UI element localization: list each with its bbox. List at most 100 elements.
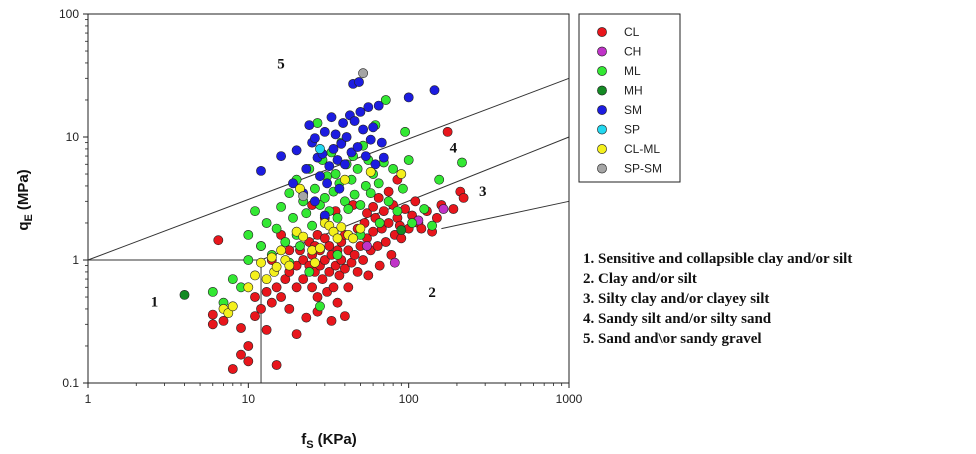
data-point-sm bbox=[315, 171, 325, 182]
y-axis-title: qE (MPa) bbox=[15, 169, 35, 230]
data-point-cl bbox=[396, 233, 407, 244]
data-point-sm bbox=[352, 142, 363, 152]
data-point-cl bbox=[284, 303, 295, 314]
data-point-cl-ml bbox=[309, 257, 320, 268]
legend-box bbox=[578, 13, 681, 183]
data-point-sm bbox=[334, 183, 345, 194]
data-point-ml bbox=[355, 200, 366, 210]
data-point-ml bbox=[312, 118, 323, 128]
data-point-ml bbox=[360, 180, 371, 191]
data-point-cl bbox=[207, 319, 218, 330]
data-point-ml bbox=[315, 301, 325, 312]
data-point-sm bbox=[368, 122, 378, 133]
data-point-ml bbox=[457, 157, 467, 168]
data-point-sm bbox=[339, 159, 350, 170]
data-point-cl bbox=[307, 282, 317, 293]
data-point-cl-ml bbox=[291, 226, 302, 237]
data-point-cl bbox=[291, 282, 302, 293]
legend-marker-sp-sm bbox=[597, 163, 607, 174]
data-point-cl-ml bbox=[339, 174, 350, 185]
data-point-cl bbox=[343, 282, 354, 293]
data-point-cl bbox=[326, 315, 337, 326]
data-point-ml bbox=[343, 204, 354, 214]
data-point-ml bbox=[319, 192, 330, 203]
data-point-sm bbox=[355, 107, 366, 117]
zone-label-5: 5 bbox=[277, 57, 285, 73]
data-point-sm bbox=[301, 163, 312, 174]
data-point-sm bbox=[429, 85, 440, 96]
legend-label-sp-sm: SP-SM bbox=[624, 162, 662, 176]
data-point-cl bbox=[368, 226, 378, 237]
data-point-cl bbox=[236, 349, 246, 360]
data-point-sp-sm bbox=[358, 68, 368, 79]
data-point-ml bbox=[256, 241, 266, 251]
legend-marker-mh bbox=[597, 85, 607, 96]
data-point-ml bbox=[434, 174, 445, 185]
data-point-cl bbox=[207, 309, 218, 320]
data-point-cl bbox=[363, 270, 374, 281]
data-point-ml bbox=[280, 237, 291, 247]
y-axis-label-subscript: E bbox=[23, 214, 35, 221]
data-point-ch bbox=[389, 257, 400, 268]
zone-label-3: 3 bbox=[479, 184, 487, 200]
data-point-ml bbox=[227, 274, 238, 284]
data-point-cl bbox=[378, 206, 389, 216]
data-point-ch bbox=[438, 204, 449, 214]
y-axis-unit: (MPa) bbox=[15, 169, 32, 210]
data-point-cl bbox=[373, 192, 384, 203]
data-point-sm bbox=[319, 126, 330, 137]
zone-label-4: 4 bbox=[450, 140, 458, 156]
data-point-sm bbox=[373, 100, 384, 111]
legend-label-cl-ml: CL-ML bbox=[624, 142, 660, 156]
data-point-ml bbox=[261, 218, 272, 228]
data-point-cl bbox=[236, 323, 246, 333]
data-point-sm bbox=[365, 134, 376, 145]
data-point-ml bbox=[309, 183, 320, 194]
data-point-sm bbox=[336, 138, 347, 149]
data-point-cl bbox=[431, 212, 442, 223]
legend-label-mh: MH bbox=[624, 84, 643, 98]
x-tick-label: 1 bbox=[85, 392, 92, 406]
data-point-ml bbox=[332, 249, 343, 260]
plot-frame bbox=[87, 13, 570, 384]
y-tick-label: 10 bbox=[66, 130, 80, 144]
data-point-cl bbox=[358, 255, 368, 265]
data-point-cl bbox=[332, 297, 343, 308]
data-point-sm bbox=[376, 137, 387, 148]
data-point-cl bbox=[271, 360, 282, 370]
data-point-ml bbox=[330, 169, 341, 179]
data-point-cl bbox=[243, 341, 254, 351]
data-point-cl bbox=[324, 241, 335, 251]
data-point-sm bbox=[330, 129, 341, 140]
data-point-sm bbox=[309, 196, 320, 207]
data-point-cl bbox=[383, 218, 394, 228]
data-point-sm bbox=[360, 151, 371, 161]
y-tick-label: 0.1 bbox=[62, 376, 79, 390]
legend-label-cl: CL bbox=[624, 25, 640, 39]
data-point-cl-ml bbox=[315, 243, 325, 253]
data-point-cl bbox=[218, 315, 229, 326]
data-point-sm bbox=[304, 120, 315, 130]
legend-marker-ch bbox=[597, 46, 607, 57]
data-point-cl bbox=[416, 223, 427, 234]
data-point-ml bbox=[250, 206, 260, 216]
legend-label-ch: CH bbox=[624, 45, 641, 59]
data-point-sm bbox=[328, 143, 339, 154]
x-axis-title: fS (KPa) bbox=[301, 431, 357, 451]
legend-marker-ml bbox=[597, 66, 607, 76]
x-tick-label: 10 bbox=[242, 392, 256, 406]
data-point-cl-ml bbox=[266, 252, 277, 263]
data-point-cl-ml bbox=[396, 169, 407, 179]
data-point-ml bbox=[427, 220, 437, 231]
data-point-cl bbox=[380, 237, 391, 247]
data-point-ml bbox=[380, 95, 391, 105]
data-point-cl-ml bbox=[284, 260, 295, 271]
data-point-ml bbox=[276, 201, 286, 212]
zone-definitions: 1. Sensitive and collapsible clay and/or… bbox=[583, 249, 852, 349]
data-point-ml bbox=[284, 188, 295, 198]
data-point-cl bbox=[276, 292, 286, 302]
legend-marker-sm bbox=[597, 105, 607, 115]
data-point-cl bbox=[213, 235, 224, 246]
data-point-sm bbox=[378, 152, 389, 163]
data-point-cl bbox=[261, 286, 272, 297]
